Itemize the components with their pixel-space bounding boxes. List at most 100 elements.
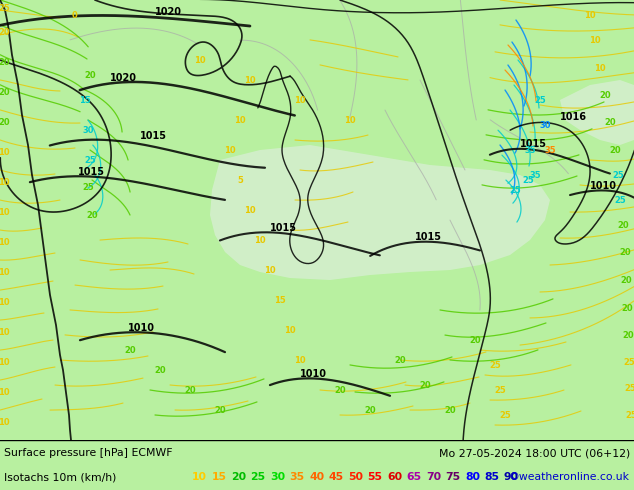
- Text: 20: 20: [620, 275, 632, 285]
- Text: 25: 25: [489, 361, 501, 369]
- Text: 45: 45: [328, 472, 344, 482]
- Text: 1020: 1020: [155, 7, 182, 17]
- Text: 85: 85: [484, 472, 500, 482]
- Text: 10: 10: [344, 116, 356, 124]
- Text: 35: 35: [529, 171, 541, 179]
- Text: 25: 25: [623, 358, 634, 367]
- Text: 10: 10: [0, 147, 10, 156]
- Text: 35: 35: [544, 146, 556, 154]
- Text: 55: 55: [368, 472, 382, 482]
- Text: 20: 20: [0, 57, 10, 67]
- Text: 10: 10: [589, 35, 601, 45]
- Text: 10: 10: [254, 236, 266, 245]
- Text: ©weatheronline.co.uk: ©weatheronline.co.uk: [509, 472, 630, 482]
- Text: Isotachs 10m (km/h): Isotachs 10m (km/h): [4, 472, 117, 482]
- Text: 20: 20: [214, 406, 226, 415]
- Text: 10: 10: [0, 238, 10, 246]
- Text: 25: 25: [494, 386, 506, 394]
- Text: 65: 65: [406, 472, 422, 482]
- Text: 20: 20: [86, 211, 98, 220]
- Text: 1010: 1010: [590, 181, 617, 191]
- Text: 35: 35: [290, 472, 304, 482]
- Text: 25: 25: [499, 411, 511, 419]
- Text: 20: 20: [84, 71, 96, 79]
- Text: 20: 20: [364, 406, 376, 415]
- Text: 25: 25: [84, 155, 96, 165]
- Text: 25: 25: [614, 196, 626, 204]
- Text: 50: 50: [348, 472, 363, 482]
- Text: 10: 10: [224, 146, 236, 154]
- Text: 20: 20: [617, 220, 629, 229]
- Text: 10: 10: [0, 388, 10, 396]
- Text: 25: 25: [612, 171, 624, 179]
- Text: 25: 25: [509, 186, 521, 195]
- Text: 10: 10: [244, 205, 256, 215]
- Text: 10: 10: [284, 325, 296, 335]
- Text: 20: 20: [621, 303, 633, 313]
- Text: 20: 20: [154, 366, 166, 374]
- Text: 70: 70: [426, 472, 441, 482]
- Text: 75: 75: [446, 472, 461, 482]
- Text: 20: 20: [0, 118, 10, 126]
- Text: 30: 30: [540, 121, 551, 129]
- Text: 1015: 1015: [140, 131, 167, 141]
- Text: 20: 20: [394, 356, 406, 365]
- Text: Mo 27-05-2024 18:00 UTC (06+12): Mo 27-05-2024 18:00 UTC (06+12): [439, 448, 630, 458]
- Text: 20: 20: [444, 406, 456, 415]
- Text: 10: 10: [194, 55, 206, 65]
- Text: 10: 10: [234, 116, 246, 124]
- Text: 10: 10: [0, 327, 10, 337]
- Text: 90: 90: [504, 472, 519, 482]
- Text: 20: 20: [619, 247, 631, 256]
- Text: 20: 20: [231, 472, 246, 482]
- Text: 15: 15: [274, 295, 286, 304]
- Text: 10: 10: [594, 64, 606, 73]
- Text: 1010: 1010: [128, 323, 155, 333]
- Text: 10: 10: [0, 358, 10, 367]
- Text: 25: 25: [522, 175, 534, 185]
- Text: 20: 20: [124, 345, 136, 355]
- Text: 20: 20: [599, 91, 611, 99]
- Text: 25: 25: [250, 472, 266, 482]
- Text: 10: 10: [0, 207, 10, 217]
- Text: 1016: 1016: [560, 112, 587, 122]
- Text: 20: 20: [184, 386, 196, 394]
- Text: 20: 20: [334, 386, 346, 394]
- Text: 25: 25: [625, 411, 634, 419]
- Text: 10: 10: [0, 177, 10, 187]
- Text: 10: 10: [294, 96, 306, 104]
- Text: 80: 80: [465, 472, 480, 482]
- Text: 25: 25: [82, 182, 94, 192]
- Text: 10: 10: [192, 472, 207, 482]
- Text: 60: 60: [387, 472, 402, 482]
- Text: 25: 25: [0, 3, 10, 13]
- Text: 10: 10: [0, 417, 10, 426]
- Text: 10: 10: [294, 356, 306, 365]
- Text: 20: 20: [469, 336, 481, 344]
- Polygon shape: [210, 145, 550, 280]
- Text: 1015: 1015: [415, 232, 442, 242]
- Text: 10: 10: [0, 268, 10, 276]
- Text: 15: 15: [212, 472, 226, 482]
- Text: 1015: 1015: [520, 139, 547, 149]
- Text: 20: 20: [622, 331, 634, 340]
- Text: 20: 20: [609, 146, 621, 154]
- Text: 25: 25: [534, 96, 546, 104]
- Text: 20: 20: [0, 88, 10, 97]
- Text: 10: 10: [0, 297, 10, 307]
- Text: 0: 0: [72, 10, 78, 20]
- Text: 30: 30: [270, 472, 285, 482]
- Text: 20: 20: [0, 27, 10, 36]
- Text: 20: 20: [419, 381, 431, 390]
- Text: 35: 35: [524, 146, 536, 154]
- Text: 10: 10: [584, 10, 596, 20]
- Text: Surface pressure [hPa] ECMWF: Surface pressure [hPa] ECMWF: [4, 448, 172, 458]
- Text: 1015: 1015: [78, 167, 105, 177]
- Text: 10: 10: [264, 266, 276, 274]
- Text: 25: 25: [624, 384, 634, 392]
- Text: 5: 5: [237, 175, 243, 185]
- Text: 1020: 1020: [110, 73, 137, 83]
- Polygon shape: [560, 80, 634, 145]
- Text: 15: 15: [79, 96, 91, 104]
- Text: 40: 40: [309, 472, 324, 482]
